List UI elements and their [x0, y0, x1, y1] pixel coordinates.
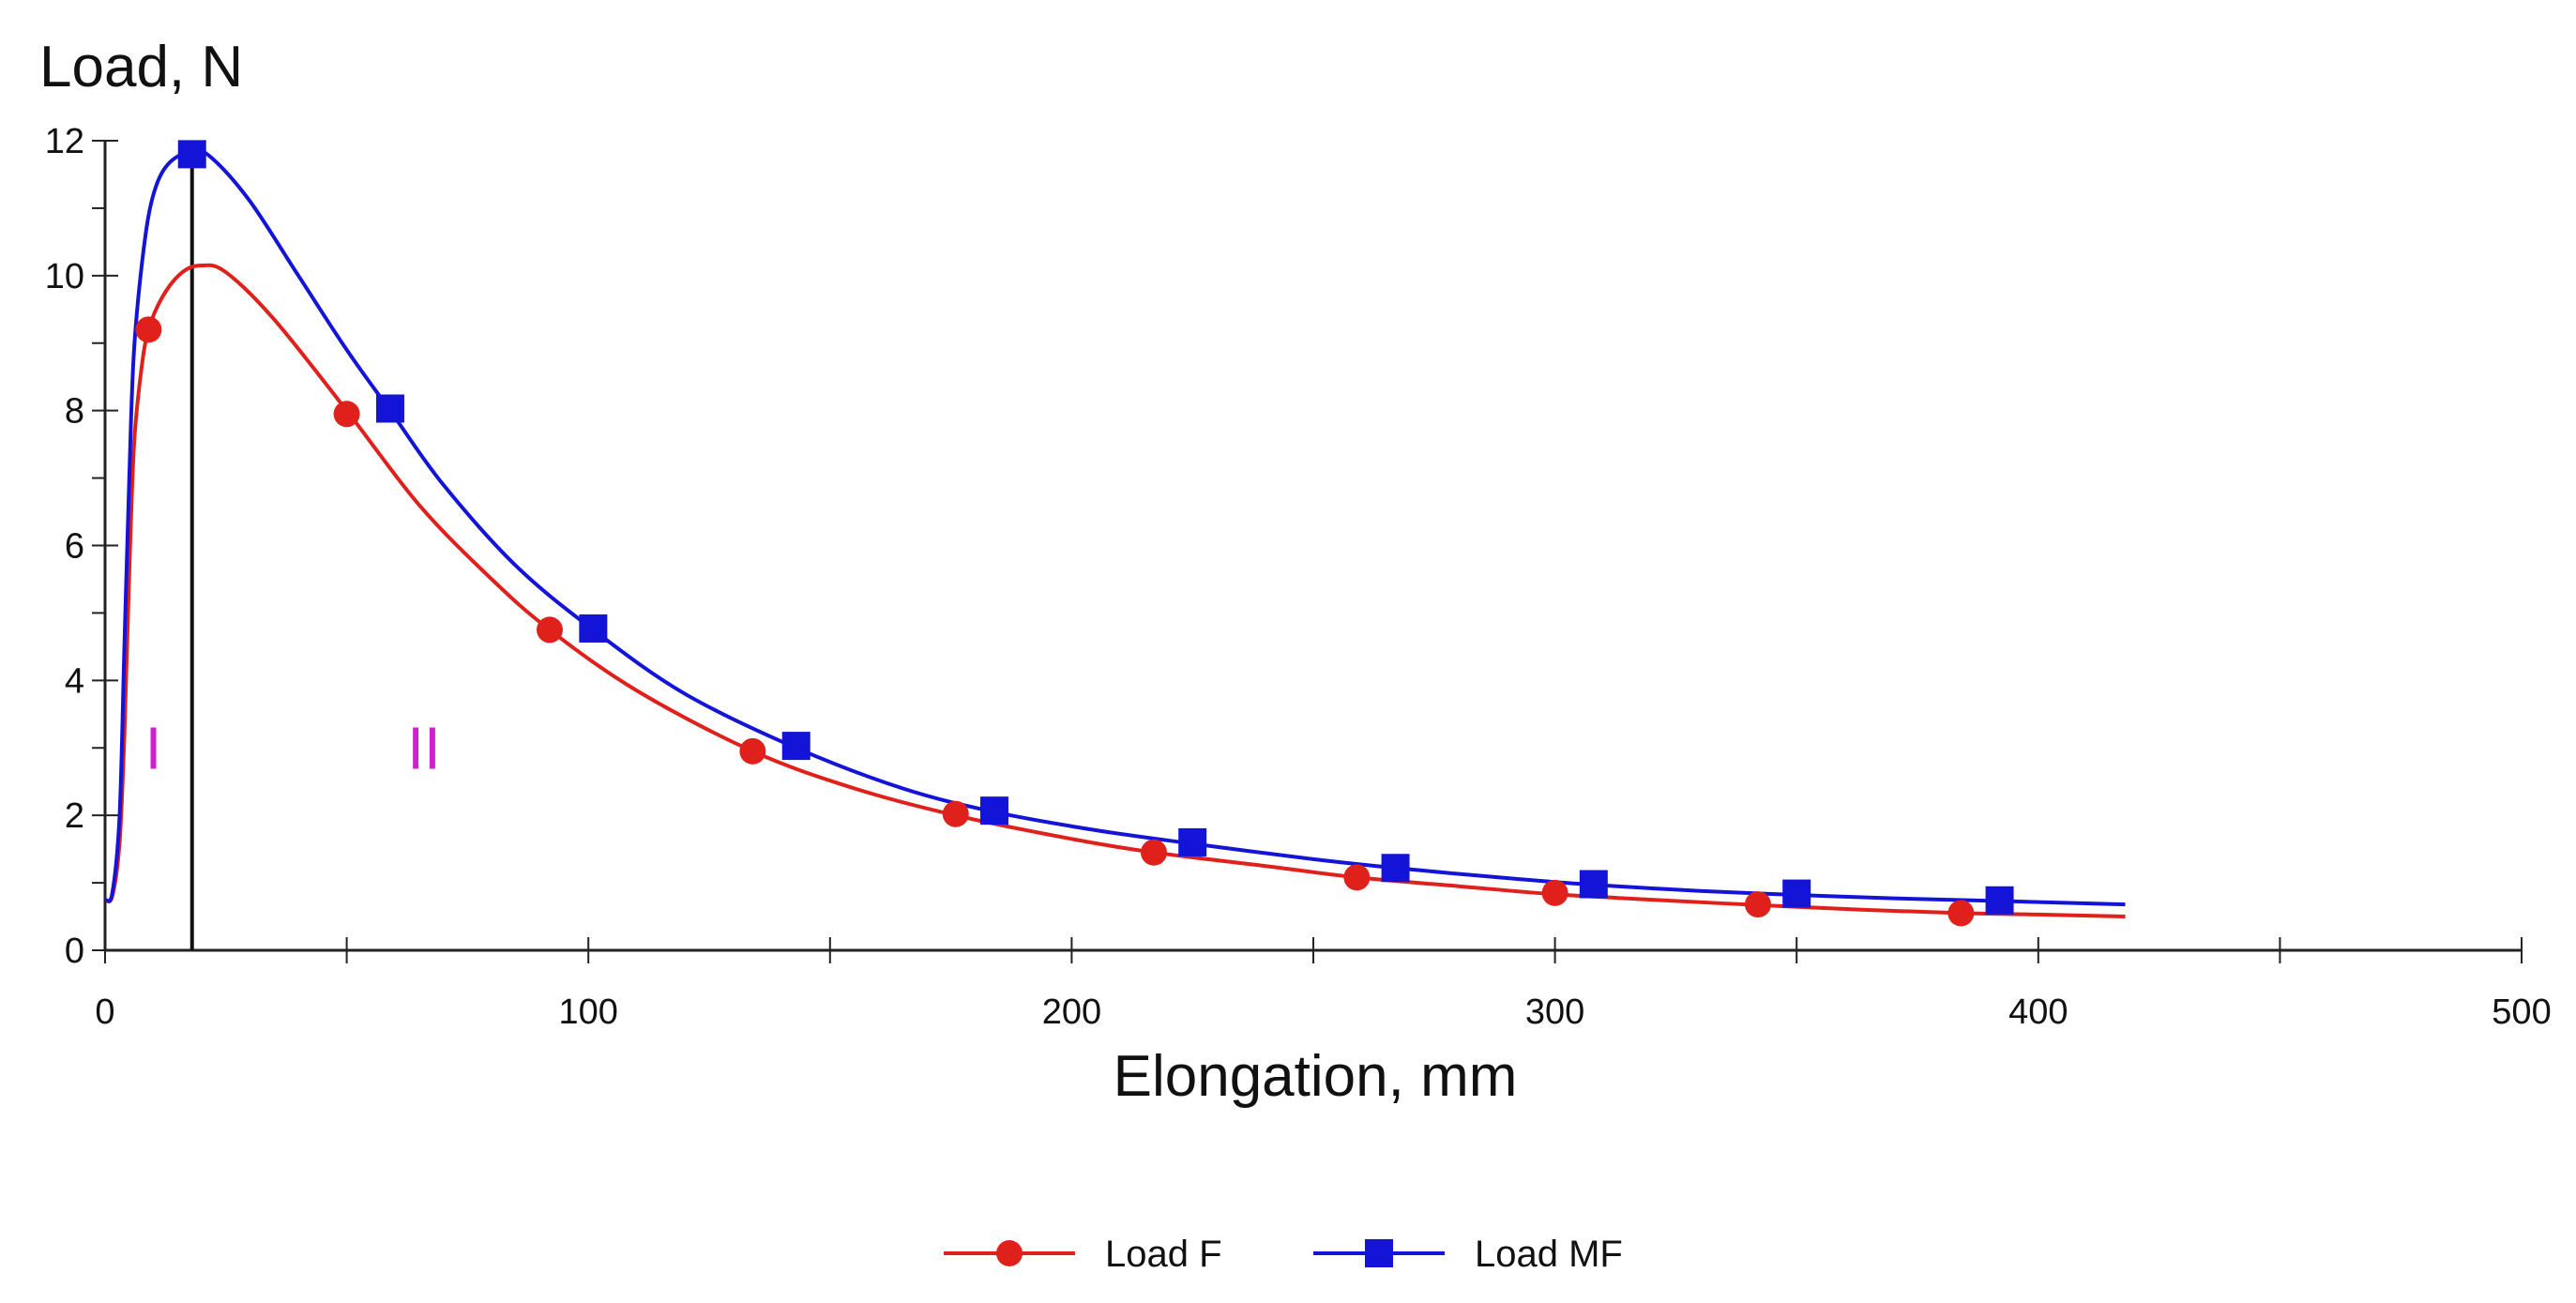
- marker-load-mf: [1178, 827, 1207, 856]
- series-line-load-f: [104, 263, 2126, 918]
- x-tick-label: 500: [2492, 992, 2551, 1032]
- marker-load-f: [1140, 839, 1167, 866]
- y-tick-label: 10: [45, 257, 84, 296]
- x-tick-label: 300: [1525, 992, 1584, 1032]
- legend: Load F Load MF: [944, 1234, 1623, 1275]
- y-tick-label: 0: [65, 932, 84, 971]
- annotations: I II: [145, 714, 441, 781]
- axes: 0 100 200 300 400 500 0 2 4 6 8 10 12: [45, 122, 2552, 1032]
- marker-load-mf: [1579, 870, 1608, 899]
- marker-load-mf: [1381, 854, 1410, 883]
- marker-load-f: [536, 616, 563, 644]
- region-label: II: [407, 714, 441, 781]
- marker-load-mf: [579, 614, 608, 643]
- marker-load-f: [942, 800, 969, 827]
- x-tick-label: 400: [2008, 992, 2068, 1032]
- legend-label-load-mf: Load MF: [1475, 1234, 1623, 1275]
- legend-marker-load-mf: [1365, 1239, 1393, 1267]
- series-curves: [103, 148, 2126, 918]
- x-axis-title: Elongation, mm: [1114, 1044, 1518, 1109]
- y-axis-title: Load, N: [39, 35, 243, 99]
- y-tick-label: 2: [65, 796, 84, 836]
- marker-load-f: [135, 316, 162, 343]
- marker-load-mf: [1985, 886, 2014, 915]
- region-label: I: [145, 714, 162, 781]
- marker-load-f: [1541, 879, 1568, 906]
- legend-marker-load-f: [996, 1240, 1023, 1266]
- series-markers: [135, 140, 2014, 927]
- marker-load-mf: [1782, 879, 1811, 908]
- x-tick-label: 200: [1042, 992, 1101, 1032]
- y-tick-label: 6: [65, 527, 84, 567]
- x-tick-label: 100: [558, 992, 617, 1032]
- series-line-load-mf: [103, 148, 2126, 907]
- y-tick-label: 12: [45, 122, 84, 161]
- marker-load-f: [739, 737, 766, 765]
- legend-label-load-f: Load F: [1105, 1234, 1222, 1275]
- marker-load-mf: [979, 796, 1008, 826]
- y-tick-label: 4: [65, 661, 84, 701]
- marker-load-f: [1947, 900, 1975, 927]
- x-tick-label: 0: [95, 992, 114, 1032]
- marker-load-mf: [781, 732, 811, 761]
- marker-load-f: [333, 401, 360, 428]
- y-tick-label: 8: [65, 392, 84, 432]
- marker-load-f: [1343, 864, 1371, 891]
- marker-load-mf: [375, 394, 404, 423]
- marker-load-f: [1744, 891, 1771, 918]
- marker-load-mf: [177, 140, 206, 169]
